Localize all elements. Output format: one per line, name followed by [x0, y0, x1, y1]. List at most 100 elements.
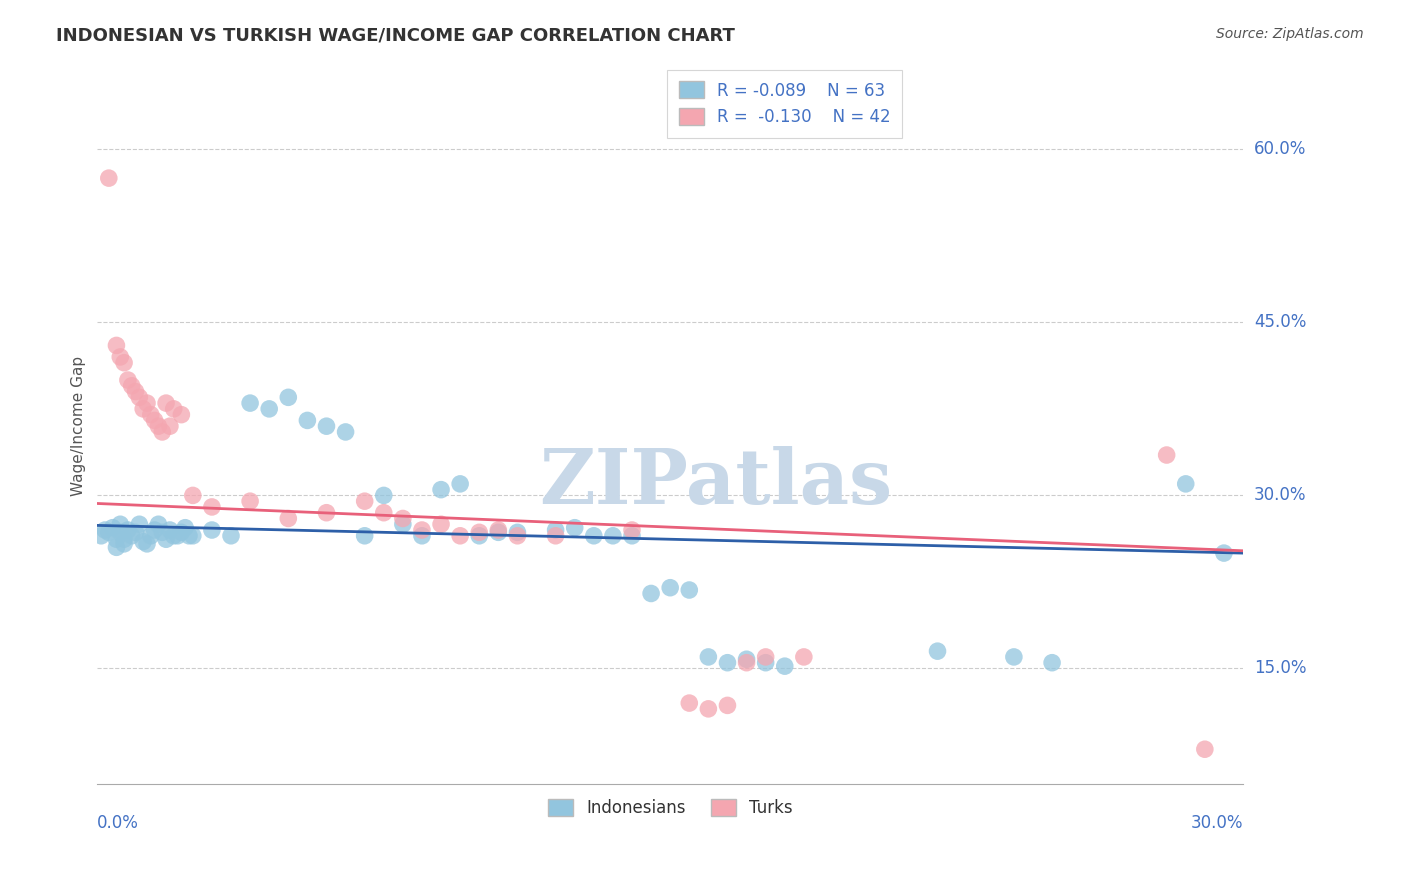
Point: [353, 529, 375, 543]
Point: [449, 476, 471, 491]
Text: Source: ZipAtlas.com: Source: ZipAtlas.com: [1216, 27, 1364, 41]
Point: [1002, 649, 1025, 664]
Point: [121, 379, 143, 393]
Point: [353, 494, 375, 508]
Point: [121, 529, 143, 543]
Point: [136, 396, 159, 410]
Point: [315, 419, 337, 434]
Point: [155, 533, 177, 547]
Point: [1040, 656, 1063, 670]
Point: [143, 523, 166, 537]
Point: [602, 529, 624, 543]
Point: [277, 390, 299, 404]
Point: [315, 506, 337, 520]
Point: [678, 582, 700, 597]
Point: [136, 537, 159, 551]
Y-axis label: Wage/Income Gap: Wage/Income Gap: [72, 356, 86, 496]
Point: [486, 523, 509, 537]
Point: [678, 696, 700, 710]
Point: [449, 529, 471, 543]
Point: [177, 529, 200, 543]
Point: [170, 408, 193, 422]
Point: [411, 529, 433, 543]
Point: [1174, 476, 1197, 491]
Point: [155, 396, 177, 410]
Point: [139, 408, 162, 422]
Point: [773, 659, 796, 673]
Point: [1213, 546, 1236, 560]
Point: [506, 529, 529, 543]
Point: [110, 525, 132, 540]
Point: [174, 521, 197, 535]
Point: [170, 525, 193, 540]
Point: [373, 506, 395, 520]
Point: [117, 373, 139, 387]
Point: [124, 384, 146, 399]
Point: [159, 419, 181, 434]
Text: 30.0%: 30.0%: [1191, 814, 1243, 832]
Point: [101, 521, 124, 535]
Point: [97, 171, 120, 186]
Point: [201, 523, 224, 537]
Point: [486, 525, 509, 540]
Point: [201, 500, 224, 514]
Point: [582, 529, 605, 543]
Point: [1194, 742, 1216, 756]
Point: [659, 581, 682, 595]
Point: [544, 529, 567, 543]
Point: [128, 517, 150, 532]
Point: [506, 525, 529, 540]
Point: [90, 529, 112, 543]
Point: [239, 396, 262, 410]
Text: 15.0%: 15.0%: [1254, 659, 1306, 677]
Point: [468, 529, 491, 543]
Point: [373, 488, 395, 502]
Point: [159, 523, 181, 537]
Text: 60.0%: 60.0%: [1254, 140, 1306, 158]
Point: [544, 523, 567, 537]
Legend: Indonesians, Turks: Indonesians, Turks: [540, 790, 801, 826]
Point: [148, 419, 170, 434]
Point: [621, 523, 644, 537]
Point: [697, 649, 720, 664]
Point: [1156, 448, 1178, 462]
Point: [132, 534, 155, 549]
Point: [110, 350, 132, 364]
Point: [105, 338, 128, 352]
Text: INDONESIAN VS TURKISH WAGE/INCOME GAP CORRELATION CHART: INDONESIAN VS TURKISH WAGE/INCOME GAP CO…: [56, 27, 735, 45]
Point: [219, 529, 242, 543]
Point: [148, 517, 170, 532]
Text: ZIPatlas: ZIPatlas: [540, 446, 893, 520]
Point: [150, 425, 173, 439]
Point: [112, 533, 135, 547]
Point: [735, 652, 758, 666]
Text: 30.0%: 30.0%: [1254, 486, 1306, 504]
Point: [277, 511, 299, 525]
Point: [735, 656, 758, 670]
Point: [335, 425, 357, 439]
Point: [430, 483, 453, 497]
Point: [132, 401, 155, 416]
Point: [166, 529, 188, 543]
Point: [257, 401, 280, 416]
Text: 45.0%: 45.0%: [1254, 313, 1306, 331]
Point: [640, 586, 662, 600]
Point: [697, 702, 720, 716]
Point: [564, 521, 586, 535]
Point: [927, 644, 949, 658]
Point: [392, 511, 415, 525]
Point: [105, 533, 128, 547]
Point: [392, 517, 415, 532]
Point: [128, 390, 150, 404]
Point: [139, 529, 162, 543]
Point: [755, 656, 778, 670]
Point: [163, 529, 186, 543]
Point: [163, 401, 186, 416]
Point: [150, 525, 173, 540]
Point: [181, 488, 204, 502]
Point: [112, 356, 135, 370]
Point: [716, 656, 738, 670]
Point: [94, 523, 117, 537]
Point: [105, 541, 128, 555]
Point: [621, 529, 644, 543]
